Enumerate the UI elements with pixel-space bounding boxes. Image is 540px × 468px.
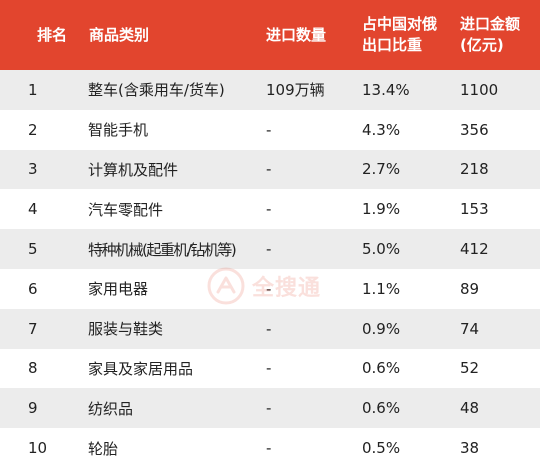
quantity-cell: - (266, 319, 272, 338)
quantity-cell: - (266, 359, 272, 378)
quantity-cell: - (266, 399, 272, 418)
category-cell: 整车(含乘用车/货车) (88, 81, 225, 100)
amount-cell: 1100 (460, 80, 499, 99)
share-cell: 4.3% (362, 120, 401, 139)
amount-cell: 412 (460, 240, 489, 259)
table-row: 1 整车(含乘用车/货车) 109万辆 13.4% 1100 (0, 70, 540, 110)
category-cell: 智能手机 (88, 121, 149, 140)
share-cell: 2.7% (362, 160, 401, 179)
category-cell: 纺织品 (88, 399, 134, 418)
rank-cell: 8 (28, 359, 38, 378)
header-share: 占中国对俄 出口比重 (362, 15, 438, 54)
rank-cell: 3 (28, 160, 38, 179)
rank-cell: 10 (28, 439, 48, 458)
table-row: 6 家用电器 - 1.1% 89 (0, 269, 540, 309)
category-cell: 轮胎 (88, 439, 119, 458)
quantity-cell: - (266, 120, 272, 139)
share-cell: 13.4% (362, 80, 410, 99)
share-cell: 0.9% (362, 319, 401, 338)
rank-cell: 5 (28, 240, 38, 259)
rank-cell: 4 (28, 200, 38, 219)
amount-cell: 48 (460, 399, 480, 418)
table-header: 排名 商品类别 进口数量 占中国对俄 出口比重 进口金额 (亿元) (0, 0, 540, 70)
rank-cell: 2 (28, 120, 38, 139)
rank-cell: 6 (28, 279, 38, 298)
category-cell: 特种机械(起重机/钻机等) (88, 240, 237, 259)
table-row: 10 轮胎 - 0.5% 38 (0, 428, 540, 468)
share-cell: 0.6% (362, 359, 401, 378)
share-cell: 0.6% (362, 399, 401, 418)
table-row: 4 汽车零配件 - 1.9% 153 (0, 189, 540, 229)
amount-cell: 74 (460, 319, 480, 338)
share-cell: 1.9% (362, 200, 401, 219)
table-row: 7 服装与鞋类 - 0.9% 74 (0, 308, 540, 349)
category-cell: 服装与鞋类 (88, 320, 164, 339)
table-row: 5 特种机械(起重机/钻机等) - 5.0% 412 (0, 229, 540, 269)
table-row: 9 纺织品 - 0.6% 48 (0, 388, 540, 429)
header-quantity: 进口数量 (266, 25, 327, 44)
category-cell: 汽车零配件 (88, 200, 164, 219)
table-row: 2 智能手机 - 4.3% 356 (0, 110, 540, 150)
header-category: 商品类别 (89, 25, 150, 44)
header-amount: 进口金额 (亿元) (460, 15, 521, 54)
rank-cell: 1 (28, 80, 38, 99)
quantity-cell: - (266, 279, 272, 298)
amount-cell: 38 (460, 439, 480, 458)
amount-cell: 153 (460, 200, 489, 219)
amount-cell: 356 (460, 120, 489, 139)
category-cell: 计算机及配件 (88, 160, 179, 179)
header-rank: 排名 (37, 25, 68, 44)
quantity-cell: - (266, 240, 272, 259)
category-cell: 家具及家居用品 (88, 359, 194, 378)
quantity-cell: - (266, 200, 272, 219)
table-row: 3 计算机及配件 - 2.7% 218 (0, 149, 540, 190)
amount-cell: 52 (460, 359, 480, 378)
share-cell: 5.0% (362, 240, 401, 259)
rank-cell: 7 (28, 319, 38, 338)
quantity-cell: - (266, 439, 272, 458)
rank-cell: 9 (28, 399, 38, 418)
amount-cell: 218 (460, 160, 489, 179)
share-cell: 0.5% (362, 439, 401, 458)
category-cell: 家用电器 (88, 280, 149, 299)
quantity-cell: - (266, 160, 272, 179)
table-row: 8 家具及家居用品 - 0.6% 52 (0, 349, 540, 389)
amount-cell: 89 (460, 279, 480, 298)
share-cell: 1.1% (362, 279, 401, 298)
quantity-cell: 109万辆 (266, 81, 325, 100)
